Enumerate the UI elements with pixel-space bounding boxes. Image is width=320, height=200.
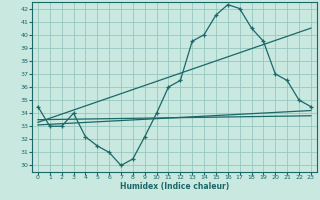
X-axis label: Humidex (Indice chaleur): Humidex (Indice chaleur): [120, 182, 229, 191]
